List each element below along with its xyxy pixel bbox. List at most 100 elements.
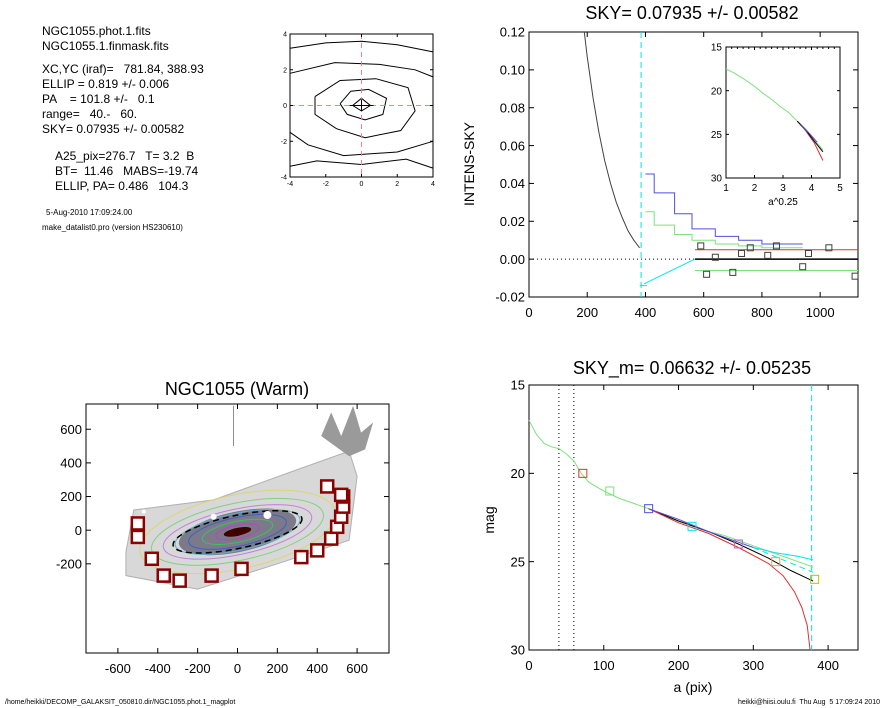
sky-xtick-label: 1000 xyxy=(806,305,835,320)
sky-profile xyxy=(583,31,640,249)
sky-square xyxy=(746,244,754,252)
inset-ytick-label: 20 xyxy=(711,86,723,97)
contour-line xyxy=(289,62,434,157)
inset-xtick-label: 2 xyxy=(752,183,758,194)
sky-square xyxy=(729,268,737,276)
sky-title: SKY= 0.07935 +/- 0.00582 xyxy=(585,3,798,23)
mag-square xyxy=(733,539,743,549)
mag-square xyxy=(687,521,697,531)
mag-xtick-label: 300 xyxy=(742,658,764,673)
isophote-ellipse xyxy=(215,523,260,541)
sky-square xyxy=(825,244,833,252)
contour-ytick-label: 0 xyxy=(283,103,287,110)
inset-series xyxy=(799,124,818,143)
isophote-ellipse xyxy=(174,508,301,555)
sky-xtick-label: 600 xyxy=(693,305,715,320)
mag-xtick-label: 100 xyxy=(593,658,615,673)
sky-frame xyxy=(528,31,859,298)
mag-chart: SKY_m= 0.06632 +/- 0.05235 mag a (pix) 0 100… xyxy=(481,358,859,695)
info-line-ellip-pa: ELLIP, PA= 0.486 104.3 xyxy=(55,179,189,193)
sky-ytick-label: 0.10 xyxy=(500,63,525,78)
isophote-ellipse xyxy=(201,518,274,546)
mag-series xyxy=(753,547,814,573)
mag-frame xyxy=(528,384,859,651)
info-block: NGC1055.phot.1.fits NGC1055.1.finmask.fi… xyxy=(42,24,204,232)
mag-series xyxy=(648,508,754,548)
mag-square xyxy=(644,504,654,514)
sky-ytick-label: 0.12 xyxy=(500,25,525,40)
info-line-ellip: ELLIP = 0.819 +/- 0.006 xyxy=(42,77,170,91)
mag-xlabel: a (pix) xyxy=(674,679,713,695)
mag-xtick-label: 0 xyxy=(525,658,532,673)
fit-ellipse-dashed xyxy=(172,509,303,554)
info-program: make_datalist0.pro (version HS230610) xyxy=(42,223,183,232)
sky-ytick-label: 0.04 xyxy=(500,176,525,191)
info-line-mask: NGC1055.1.finmask.fits xyxy=(42,39,169,53)
info-line-bt: BT= 11.46 MABS=-19.74 xyxy=(55,164,199,178)
info-date: 5-Aug-2010 17:09:24.00 xyxy=(46,208,133,217)
mask-box xyxy=(333,487,349,503)
sky-ytick-label: 0.06 xyxy=(500,138,525,153)
image-ytick-label: 200 xyxy=(60,489,82,504)
sky-series xyxy=(645,173,803,245)
sky-square xyxy=(851,272,859,280)
sky-ytick-label: 0.00 xyxy=(500,252,525,267)
sky-square xyxy=(799,263,807,271)
inset-xtick-label: 1 xyxy=(723,183,729,194)
mag-square xyxy=(810,574,820,584)
mag-square xyxy=(578,468,588,478)
contour-ytick-label: 2 xyxy=(283,67,287,74)
mag-square xyxy=(771,557,781,567)
image-star xyxy=(263,511,272,520)
image-xtick-label: 600 xyxy=(346,661,368,676)
image-ytick-label: 600 xyxy=(60,422,82,437)
mag-ytick-label: 15 xyxy=(511,378,525,393)
sky-series xyxy=(643,258,696,285)
mag-ylabel: mag xyxy=(481,506,497,533)
sky-xtick-label: 800 xyxy=(751,305,773,320)
mag-xtick-label: 400 xyxy=(817,658,839,673)
mag-title: SKY_m= 0.06632 +/- 0.05235 xyxy=(573,358,811,379)
inset-xtick-label: 3 xyxy=(780,183,786,194)
sky-ytick-label: -0.02 xyxy=(495,290,525,305)
contour-ytick-label: -2 xyxy=(281,139,287,146)
info-line-center: XC,YC (iraf)= 781.84, 388.93 xyxy=(42,62,204,76)
mask-box xyxy=(144,551,160,567)
mag-xtick-label: 200 xyxy=(668,658,690,673)
mask-box xyxy=(323,531,339,546)
info-line-file: NGC1055.phot.1.fits xyxy=(42,24,151,38)
contour-line xyxy=(289,40,434,53)
sky-ytick-label: 0.08 xyxy=(500,100,525,115)
contour-line xyxy=(314,78,416,139)
mag-series xyxy=(528,420,814,568)
mask-box xyxy=(234,561,249,577)
image-title: NGC1055 (Warm) xyxy=(165,379,309,399)
sky-xtick-label: 200 xyxy=(576,305,598,320)
contour-xtick-label: 0 xyxy=(360,181,364,188)
info-line-range: range= 40.- 60. xyxy=(42,107,137,121)
inset-ytick-label: 25 xyxy=(711,130,723,141)
sky-series xyxy=(645,211,803,249)
sky-xtick-label: 400 xyxy=(635,305,657,320)
galaxy-core xyxy=(223,526,252,537)
mag-square xyxy=(605,486,615,496)
info-line-sky: SKY= 0.07935 +/- 0.00582 xyxy=(42,122,184,136)
inset-ytick-label: 30 xyxy=(711,174,723,185)
info-line-pa: PA = 101.8 +/- 0.1 xyxy=(42,92,155,106)
mag-ytick-label: 20 xyxy=(511,466,525,481)
mag-series xyxy=(648,508,814,582)
image-ytick-label: -200 xyxy=(56,557,82,572)
mask-box xyxy=(130,529,146,545)
galaxy-image-chart: NGC1055 (Warm) -600 -400 -200 0 200 400 600 -200… xyxy=(56,379,390,676)
image-xtick-label: -400 xyxy=(145,661,171,676)
inset-xtick-label: 4 xyxy=(809,183,815,194)
image-ytick-label: 0 xyxy=(75,523,82,538)
contour-ytick-label: -4 xyxy=(281,175,287,182)
sky-ytick-label: 0.02 xyxy=(500,214,525,229)
isophote-ellipse xyxy=(151,497,324,566)
image-xtick-label: 400 xyxy=(306,661,328,676)
image-star xyxy=(210,513,217,520)
mask-box xyxy=(319,479,335,494)
inset-xlabel: a^0.25 xyxy=(768,197,798,208)
